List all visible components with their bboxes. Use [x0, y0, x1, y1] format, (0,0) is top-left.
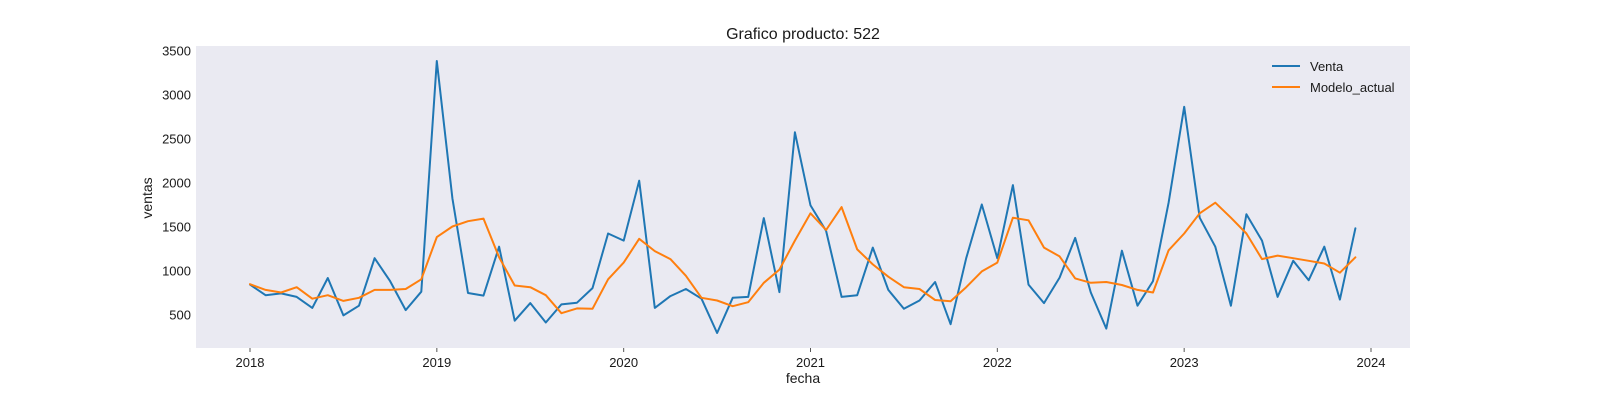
plot-area: [196, 46, 1410, 348]
series-lines: [249, 60, 1357, 334]
x-axis-title: fecha: [786, 370, 820, 386]
y-tick-label: 3000: [162, 87, 191, 102]
x-tick-label: 2022: [983, 355, 1012, 370]
series-line-modelo-actual: [249, 201, 1357, 315]
x-tick-label: 2018: [236, 355, 265, 370]
y-tick-label: 2500: [162, 131, 191, 146]
x-tick-label: 2024: [1357, 355, 1386, 370]
chart-title: Grafico producto: 522: [726, 26, 880, 43]
y-tick-label: 2000: [162, 175, 191, 190]
legend-label: Modelo_actual: [1310, 80, 1395, 95]
x-axis-ticks: [249, 348, 1372, 352]
y-tick-label: 3500: [162, 43, 191, 58]
x-tick-label: 2019: [422, 355, 451, 370]
series-line-venta: [249, 60, 1357, 334]
y-axis-tick-labels: 500 1000 1500 2000 2500 3000 3500: [162, 43, 191, 322]
legend-label: Venta: [1310, 59, 1344, 74]
legend: Venta Modelo_actual: [1272, 59, 1395, 95]
x-tick-label: 2023: [1170, 355, 1199, 370]
y-tick-label: 1500: [162, 219, 191, 234]
y-axis-title: ventas: [139, 177, 155, 218]
y-tick-label: 500: [169, 308, 191, 323]
x-axis-tick-labels: 2018 2019 2020 2021 2022 2023 2024: [236, 355, 1386, 370]
y-tick-label: 1000: [162, 264, 191, 279]
x-tick-label: 2021: [796, 355, 825, 370]
x-tick-label: 2020: [609, 355, 638, 370]
